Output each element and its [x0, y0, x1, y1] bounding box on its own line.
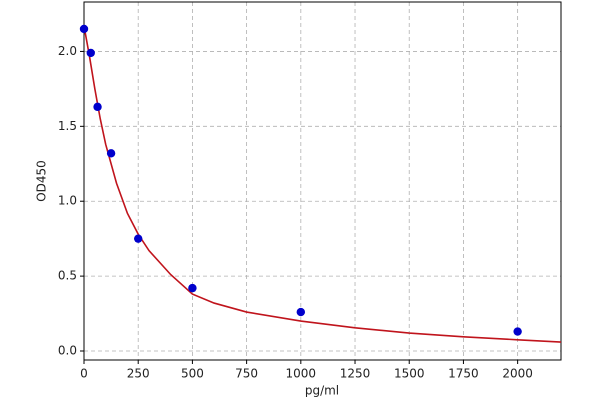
plot-frame	[83, 1, 562, 361]
x-tick-label: 1750	[448, 367, 479, 381]
data-point	[134, 234, 143, 243]
x-axis-label: pg/ml	[305, 384, 339, 398]
x-tick-label: 1000	[286, 367, 317, 381]
x-tick-label: 2000	[502, 367, 533, 381]
y-tick-label: 1.5	[58, 119, 77, 133]
fit-curve	[83, 25, 562, 343]
data-point	[296, 307, 306, 317]
y-tick-label: 1.0	[58, 194, 77, 208]
y-tick-label: 0.5	[58, 269, 77, 283]
y-tick-label: 2.0	[58, 44, 77, 58]
data-point	[188, 283, 197, 293]
data-point	[106, 149, 116, 158]
x-tick-label: 500	[181, 367, 204, 381]
x-tick-label: 250	[127, 367, 150, 381]
x-tick-label: 1250	[340, 367, 371, 381]
data-point	[513, 327, 522, 336]
x-tick-label: 0	[80, 367, 88, 381]
y-axis-label: OD450	[35, 160, 49, 202]
x-tick-label: 750	[235, 367, 258, 381]
x-tick-label: 1500	[394, 367, 425, 381]
data-point	[86, 48, 95, 58]
data-point	[79, 24, 89, 34]
data-point	[93, 102, 102, 112]
y-tick-label: 0.0	[58, 344, 77, 358]
